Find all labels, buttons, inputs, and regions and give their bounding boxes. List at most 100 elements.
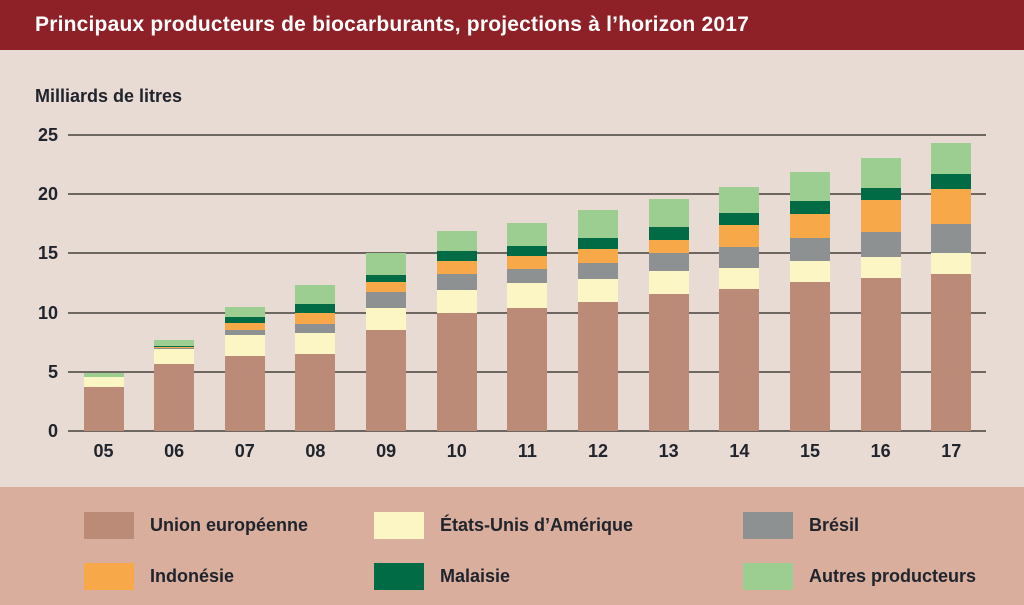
x-tick-label-07: 07 bbox=[234, 441, 255, 461]
bar-segment bbox=[154, 348, 195, 350]
legend-swatch bbox=[84, 563, 134, 590]
bar-segment bbox=[931, 223, 972, 254]
bar-segment bbox=[507, 255, 548, 269]
bar-segment bbox=[224, 323, 265, 331]
bar-segment bbox=[154, 345, 195, 347]
x-tick-label-15: 15 bbox=[799, 441, 821, 461]
bar-segment bbox=[507, 246, 548, 256]
bar-segment bbox=[790, 214, 830, 239]
bar-segment bbox=[224, 356, 265, 431]
bar-segment bbox=[790, 238, 830, 261]
x-tick-label-12: 12 bbox=[588, 441, 609, 461]
bar-segment bbox=[154, 363, 195, 431]
bar-segment bbox=[931, 253, 972, 274]
y-axis-title: Milliards de litres bbox=[35, 86, 183, 106]
y-tick-label-10: 10 bbox=[37, 302, 58, 323]
bar-segment bbox=[507, 283, 548, 308]
bar-segment bbox=[224, 317, 265, 324]
bar-segment bbox=[860, 188, 901, 201]
legend-swatch bbox=[374, 512, 424, 539]
bar-segment bbox=[436, 230, 477, 252]
bar-segment bbox=[436, 260, 477, 274]
bar-segment bbox=[719, 213, 760, 225]
bar-segment bbox=[790, 260, 830, 282]
y-tick-label-20: 20 bbox=[37, 184, 58, 205]
x-tick-label-11: 11 bbox=[517, 441, 537, 461]
bar-segment bbox=[295, 285, 336, 305]
legend-item: Brésil bbox=[743, 512, 859, 539]
legend-swatch bbox=[84, 512, 134, 539]
bar-segment bbox=[295, 354, 336, 431]
bar-segment bbox=[154, 346, 195, 349]
bar-segment bbox=[366, 253, 407, 275]
x-tick-label-10: 10 bbox=[446, 441, 467, 461]
x-tick-label-09: 09 bbox=[376, 441, 397, 461]
bar-segment bbox=[931, 273, 972, 431]
bar-segment bbox=[578, 238, 619, 249]
bar-segment bbox=[578, 248, 619, 263]
bar-segment bbox=[931, 189, 972, 224]
bar-segment bbox=[436, 312, 477, 431]
bar-segment bbox=[507, 307, 548, 431]
legend-swatch bbox=[743, 563, 793, 590]
title-bar: Principaux producteurs de biocarburants,… bbox=[0, 0, 1024, 50]
bar-segment bbox=[366, 292, 407, 308]
x-tick-label-16: 16 bbox=[870, 441, 891, 461]
legend-item: Union européenne bbox=[84, 512, 308, 539]
bar-segment bbox=[83, 373, 124, 377]
gridline-y-20 bbox=[68, 193, 986, 196]
bar-segment bbox=[436, 273, 477, 291]
bar-segment bbox=[295, 324, 336, 333]
bar-segment bbox=[931, 143, 972, 175]
legend-item: États-Unis d’Amérique bbox=[374, 512, 633, 539]
bar-segment bbox=[931, 174, 972, 190]
legend-label: Brésil bbox=[809, 515, 860, 535]
bar-segment bbox=[790, 201, 830, 215]
bar-segment bbox=[578, 279, 619, 302]
legend-label: Indonésie bbox=[150, 566, 235, 586]
figure-title: Principaux producteurs de biocarburants,… bbox=[35, 13, 749, 36]
bar-segment bbox=[83, 387, 124, 431]
bar-segment bbox=[295, 312, 336, 325]
bar-segment bbox=[224, 335, 265, 357]
bar-segment bbox=[860, 256, 901, 279]
bar-segment bbox=[295, 304, 336, 313]
x-tick-label-17: 17 bbox=[941, 441, 962, 461]
bar-segment bbox=[648, 253, 689, 272]
legend-item: Autres producteurs bbox=[743, 563, 976, 590]
legend-swatch bbox=[374, 563, 424, 590]
legend-label: Union européenne bbox=[150, 515, 309, 535]
bar-segment bbox=[436, 251, 477, 261]
x-tick-label-13: 13 bbox=[658, 441, 679, 461]
legend-label: États-Unis d’Amérique bbox=[440, 515, 634, 535]
bar-segment bbox=[154, 349, 195, 364]
bar-segment bbox=[790, 281, 830, 431]
bar-segment bbox=[578, 301, 619, 431]
bar-segment bbox=[366, 274, 407, 282]
bar-segment bbox=[507, 222, 548, 247]
bar-segment bbox=[366, 281, 407, 293]
gridline-y-0 bbox=[68, 430, 986, 432]
bar-segment bbox=[578, 209, 619, 239]
bar-segment bbox=[860, 200, 901, 233]
y-tick-label-0: 0 bbox=[47, 421, 58, 441]
x-tick-label-06: 06 bbox=[164, 441, 185, 461]
x-tick-label-14: 14 bbox=[729, 441, 750, 461]
bar-segment bbox=[719, 267, 760, 289]
bar-segment bbox=[719, 247, 760, 268]
bar-segment bbox=[860, 157, 901, 189]
legend-item: Malaisie bbox=[374, 563, 510, 590]
bar-segment bbox=[224, 306, 265, 318]
bar-segment bbox=[719, 225, 760, 248]
legend-swatch bbox=[743, 512, 793, 539]
y-tick-label-25: 25 bbox=[37, 125, 58, 145]
bar-segment bbox=[790, 171, 830, 202]
bar-segment bbox=[648, 271, 689, 294]
bar-segment bbox=[507, 268, 548, 283]
bar-segment bbox=[719, 288, 760, 431]
bar-segment bbox=[719, 187, 760, 214]
bar-segment bbox=[295, 332, 336, 355]
legend: Union européenne États-Unis d’Amérique Bré… bbox=[0, 487, 1024, 605]
bar-segment bbox=[366, 330, 407, 431]
